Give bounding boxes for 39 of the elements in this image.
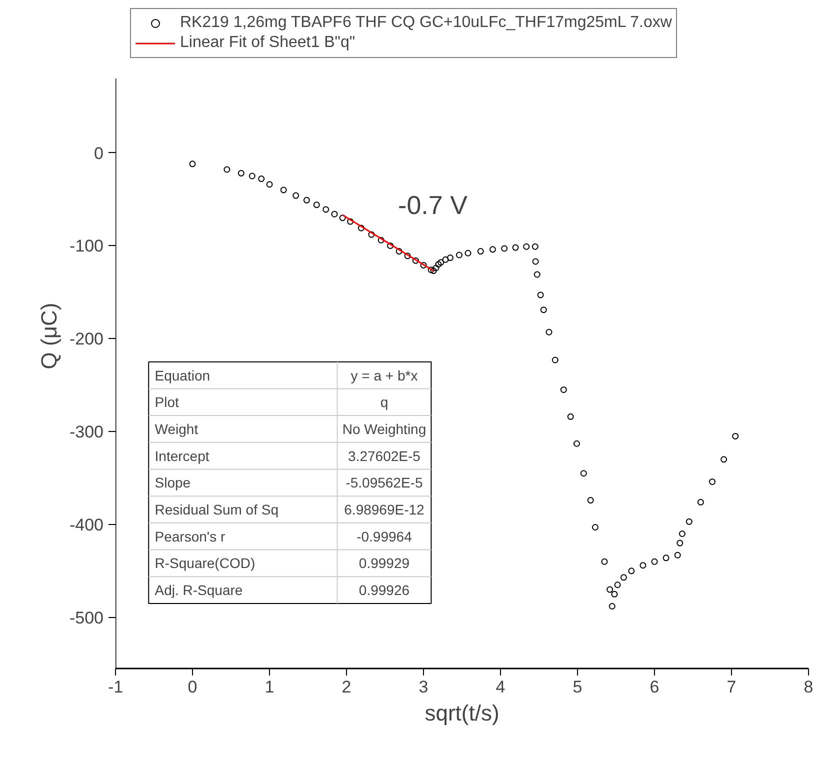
annotation: Plot bbox=[154, 394, 180, 410]
annotation: q bbox=[380, 394, 388, 410]
annotation: -5.09562E-5 bbox=[346, 474, 423, 491]
x-tick-label: 2 bbox=[342, 678, 352, 696]
x-axis-title: sqrt(t/s) bbox=[424, 700, 500, 726]
annotation: 0.99926 bbox=[358, 582, 410, 598]
y-tick-label: -500 bbox=[69, 608, 104, 628]
x-tick-label: 5 bbox=[572, 678, 582, 696]
legend-label: RK219 1,26mg TBAPF6 THF CQ GC+10uLFc_THF17mg25mL 7.oxw bbox=[180, 14, 672, 32]
y-tick-label: 0 bbox=[94, 144, 104, 163]
annotation: R-Square(COD) bbox=[154, 555, 256, 572]
x-tick-label: 4 bbox=[496, 678, 506, 696]
annotation: Slope bbox=[154, 474, 191, 491]
x-tick-label: 7 bbox=[726, 678, 736, 696]
annotation: Pearson's r bbox=[154, 528, 226, 544]
annotation: 6.98969E-12 bbox=[344, 502, 425, 518]
annotation: -0.99964 bbox=[356, 528, 412, 544]
x-tick-label: 0 bbox=[188, 678, 198, 696]
y-tick-label: -300 bbox=[69, 422, 104, 442]
x-tick-label: 6 bbox=[650, 678, 660, 696]
legend-label: Linear Fit of Sheet1 B"q" bbox=[180, 34, 356, 52]
x-tick-label: 8 bbox=[804, 678, 814, 696]
annotation: y = a + b*x bbox=[350, 367, 418, 384]
annotation: -0.7 V bbox=[398, 190, 468, 220]
y-axis-title: Q (μC) bbox=[36, 302, 62, 370]
annotation: Residual Sum of Sq bbox=[154, 502, 279, 518]
annotation: No Weighting bbox=[342, 420, 426, 437]
y-tick-label: -400 bbox=[69, 515, 104, 534]
x-tick-label: 3 bbox=[418, 678, 428, 696]
annotation: Intercept bbox=[154, 448, 210, 464]
x-tick-label: -1 bbox=[108, 678, 124, 696]
y-tick-label: -100 bbox=[69, 236, 104, 256]
x-tick-label: 1 bbox=[264, 678, 274, 696]
annotation: Adj. R-Square bbox=[154, 582, 243, 598]
annotation: Weight bbox=[154, 420, 198, 437]
annotation: Equation bbox=[154, 367, 210, 384]
y-tick-label: -200 bbox=[69, 330, 104, 349]
annotation: 0.99929 bbox=[358, 555, 410, 572]
annotation: 3.27602E-5 bbox=[348, 448, 421, 464]
